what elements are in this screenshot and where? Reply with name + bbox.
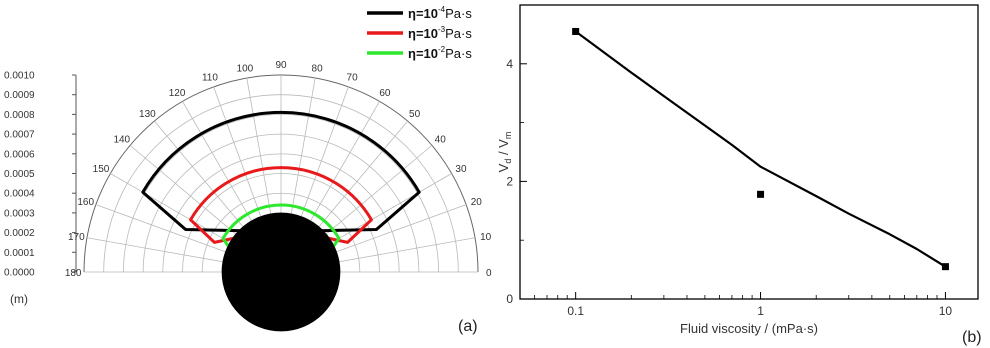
x-tick-label: 0.1 <box>567 304 584 318</box>
radial-tick-label: 0.0010 <box>4 71 35 82</box>
plot-frame <box>519 4 979 300</box>
panel-label-a: (a) <box>458 318 478 335</box>
angular-tick-label: 90 <box>275 60 287 71</box>
radial-tick-label: 0.0001 <box>4 248 35 259</box>
angular-tick-label: 40 <box>435 134 447 145</box>
legend-label-3: η=10-2Pa·s <box>408 45 472 61</box>
angular-tick-label: 120 <box>169 88 186 99</box>
y-tick-label: 4 <box>506 57 513 71</box>
angular-tick-label: 0 <box>486 268 492 279</box>
angular-tick-label: 10 <box>480 232 492 243</box>
fit-curve <box>575 30 946 268</box>
panel-label-b: (b) <box>962 329 982 346</box>
data-point <box>572 27 580 35</box>
axis-ticks <box>520 63 946 300</box>
legend: η=10-4Pa·s η=10-3Pa·s η=10-2Pa·s <box>367 5 472 61</box>
polar-series-line-2 <box>189 166 373 244</box>
angular-tick-label: 20 <box>471 197 483 208</box>
radial-tick-label: 0.0008 <box>4 110 35 121</box>
angular-tick-label: 170 <box>68 232 85 243</box>
angular-tick-label: 130 <box>139 109 156 120</box>
core-disc <box>221 212 341 332</box>
polar-plot: 0.0000 0.0001 0.0002 0.0003 0.0004 0.0005 0.00… <box>4 5 492 335</box>
polar-series-line-3 <box>221 203 341 252</box>
radial-tick-label: 0.0009 <box>4 90 35 101</box>
radial-tick-labels: 0.0000 0.0001 0.0002 0.0003 0.0004 0.0005 0.00… <box>4 71 35 279</box>
angular-tick-label: 30 <box>455 164 467 175</box>
angular-tick-label: 100 <box>237 63 254 74</box>
radial-tick-label: 0.0005 <box>4 169 35 180</box>
line-chart: 0.1 1 10 0 2 4 Fluid viscosity / (mPa·s) Vd /… <box>496 4 982 346</box>
angular-tick-label: 160 <box>77 197 94 208</box>
radial-unit-label: (m) <box>10 292 28 306</box>
radial-tick-label: 0.0004 <box>4 189 35 200</box>
angular-tick-label: 50 <box>409 109 421 120</box>
legend-label-2: η=10-3Pa·s <box>408 25 472 41</box>
angular-tick-label: 60 <box>379 88 391 99</box>
polar-series-line-1 <box>141 110 421 233</box>
angular-tick-label: 140 <box>113 134 130 145</box>
angular-tick-label: 150 <box>93 164 110 175</box>
radial-tick-label: 0.0006 <box>4 149 35 160</box>
tick-labels: 0.1 1 10 0 2 4 <box>506 57 952 318</box>
legend-label-1: η=10-4Pa·s <box>408 5 472 21</box>
data-point <box>757 190 765 198</box>
x-tick-label: 1 <box>757 304 764 318</box>
x-axis-label: Fluid viscosity / (mPa·s) <box>680 321 818 336</box>
data-point <box>941 263 949 271</box>
angular-tick-label: 80 <box>312 63 324 74</box>
angular-tick-labels: 0 10 20 30 40 50 60 70 80 90 100 110 120 130 140 150 160… <box>65 60 492 279</box>
radial-tick-label: 0.0002 <box>4 228 35 239</box>
radial-tick-label: 0.0003 <box>4 208 35 219</box>
angular-tick-label: 180 <box>65 268 82 279</box>
angular-tick-label: 110 <box>202 73 218 84</box>
y-tick-label: 2 <box>506 174 513 188</box>
x-tick-label: 10 <box>939 304 953 318</box>
polar-series <box>141 110 421 252</box>
radial-tick-label: 0.0007 <box>4 130 35 141</box>
y-tick-label: 0 <box>506 292 513 306</box>
angular-tick-label: 70 <box>347 73 359 84</box>
y-axis-label: Vd / Vm <box>496 132 513 173</box>
radial-tick-label: 0.0000 <box>4 268 35 279</box>
series-layer <box>572 27 949 271</box>
